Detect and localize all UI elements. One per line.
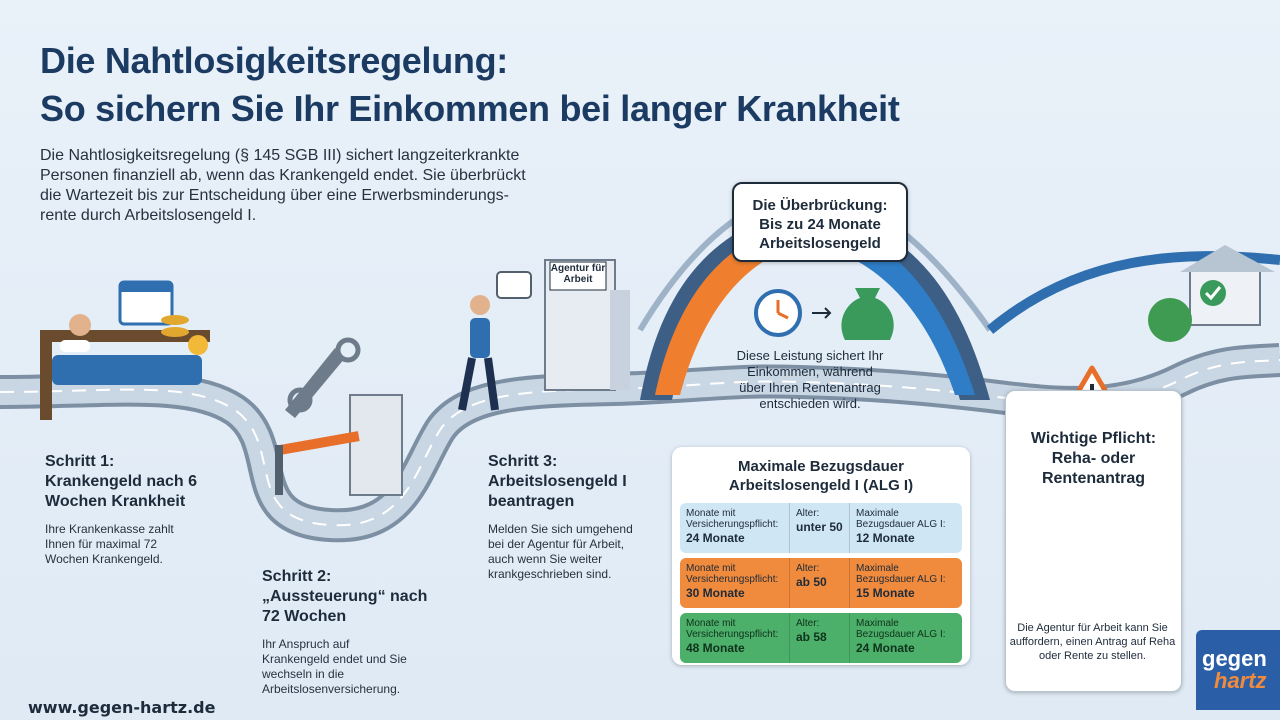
table-cell: Maximale Bezugsdauer ALG I: 12 Monate <box>850 503 962 553</box>
agency-scene <box>458 259 630 411</box>
bridge-subtitle: Bis zu 24 Monate Arbeitslosengeld <box>759 216 881 252</box>
shape <box>335 337 361 363</box>
title: So sichern Sie Ihr Einkommen bei langer … <box>40 88 900 129</box>
gate-scene <box>275 337 403 496</box>
cell-value: 12 Monate <box>856 531 915 545</box>
step-text: Ihr Anspruch auf Krankengeld endet und S… <box>262 637 407 696</box>
shape <box>161 315 189 325</box>
table-row: Monate mit Versicherungspflicht: 24 Monat… <box>680 503 962 553</box>
step: Schritt 1: Krankengeld nach 6 Wochen Kran… <box>45 452 220 567</box>
table-cell: Maximale Bezugsdauer ALG I: 24 Monate <box>850 613 962 663</box>
shape <box>776 300 789 320</box>
cell-value: ab 58 <box>796 630 827 644</box>
footer-url: www.gegen-hartz.de <box>28 698 216 717</box>
cell-value: 30 Monate <box>686 586 745 600</box>
bridge-text: Diese Leistung sichert Ihr Einkommen, wä… <box>736 348 884 411</box>
warning-subtitle: Reha- oder Rentenantrag <box>1041 450 1146 487</box>
intro-line: rente durch Arbeitslosengeld I. <box>40 207 257 224</box>
table-cell: Monate mit Versicherungspflicht: 24 Monat… <box>680 503 790 553</box>
cell-label: Alter: <box>796 618 820 629</box>
shape <box>655 232 775 395</box>
warning-title: Wichtige Pflicht: <box>1030 430 1157 447</box>
shape <box>1204 286 1222 301</box>
step-title: „Aussteuerung“ nach 72 Wochen <box>262 588 428 625</box>
table-row: Monate mit Versicherungspflicht: 30 Monat… <box>680 558 962 608</box>
shape <box>812 307 832 319</box>
agency-sign: Agentur für Arbeit <box>550 263 606 285</box>
table-row: Monate mit Versicherungspflicht: 48 Monat… <box>680 613 962 663</box>
shape <box>549 261 607 291</box>
step-text: Melden Sie sich umgehend bei der Agentur… <box>488 522 633 581</box>
cell-value: 15 Monate <box>856 586 915 600</box>
table-cell: Alter: ab 58 <box>790 613 850 663</box>
table-cell: Alter: unter 50 <box>790 503 850 553</box>
cell-value: unter 50 <box>796 520 843 534</box>
table-cell: Alter: ab 50 <box>790 558 850 608</box>
cell-label: Monate mit Versicherungspflicht: <box>686 508 779 530</box>
table: Maximale Bezugsdauer Arbeitslosengeld I … <box>672 447 970 665</box>
warning-box: Wichtige Pflicht: Reha- oder Rentenantra… <box>1005 390 1182 692</box>
shape <box>1200 280 1226 306</box>
shape <box>161 327 189 337</box>
shape <box>841 288 894 340</box>
shape <box>470 295 490 315</box>
table-cell: Monate mit Versicherungspflicht: 48 Monat… <box>680 613 790 663</box>
shape <box>279 431 360 455</box>
shape <box>458 357 499 411</box>
shape <box>610 290 630 390</box>
shape <box>285 348 345 418</box>
step-text: Ihre Krankenkasse zahlt Ihnen für maxima… <box>45 522 174 566</box>
shape <box>287 387 313 413</box>
shape <box>1148 298 1192 342</box>
shape <box>40 330 52 420</box>
bed-scene <box>40 280 210 420</box>
shape <box>1180 245 1275 272</box>
shape <box>275 445 283 495</box>
step: Schritt 2: „Aussteuerung“ nach 72 Wochen I… <box>262 567 440 697</box>
intro-line: die Wartezeit bis zur Entscheidung über … <box>40 187 509 204</box>
cell-value: 24 Monate <box>856 641 915 655</box>
cell-label: Maximale Bezugsdauer ALG I: <box>856 508 946 530</box>
intro-line: Personen finanziell ab, wenn das Kranken… <box>40 167 526 184</box>
cell-value: 48 Monate <box>686 641 745 655</box>
step-title: Arbeitslosengeld I beantragen <box>488 473 627 510</box>
shape <box>52 355 202 385</box>
step-title: Krankengeld nach 6 Wochen Krankheit <box>45 473 198 510</box>
table-cell: Maximale Bezugsdauer ALG I: 15 Monate <box>850 558 962 608</box>
cell-value: ab 50 <box>796 575 827 589</box>
title: Die Nahtlosigkeitsregelung: <box>40 40 508 81</box>
shape <box>69 314 91 336</box>
bridge-box: Die Überbrückung: Bis zu 24 Monate Arbei… <box>732 182 908 262</box>
step-label: Schritt 3: <box>488 453 558 470</box>
cell-label: Monate mit Versicherungspflicht: <box>686 618 779 640</box>
house <box>1148 245 1275 342</box>
cell-label: Maximale Bezugsdauer ALG I: <box>856 618 946 640</box>
shape <box>349 394 403 496</box>
shape <box>188 335 208 355</box>
cell-label: Maximale Bezugsdauer ALG I: <box>856 563 946 585</box>
shape <box>60 340 90 352</box>
shape <box>845 232 975 395</box>
table-title: Maximale Bezugsdauer Arbeitslosengeld I … <box>728 458 914 494</box>
cell-label: Monate mit Versicherungspflicht: <box>686 563 779 585</box>
shape <box>470 318 490 358</box>
cell-value: 24 Monate <box>686 531 745 545</box>
cell-label: Alter: <box>796 563 820 574</box>
logo-line1: gegen <box>1202 646 1267 671</box>
bridge-title: Die Überbrückung: <box>752 197 888 214</box>
cell-label: Alter: <box>796 508 820 519</box>
logo: gegen hartz <box>1196 630 1280 710</box>
shape <box>120 282 172 292</box>
bridge-icons <box>754 288 894 340</box>
step: Schritt 3: Arbeitslosengeld I beantragen M… <box>488 452 648 582</box>
shape <box>496 271 532 299</box>
step-label: Schritt 1: <box>45 453 115 470</box>
logo-line2: hartz <box>1214 668 1267 693</box>
step-label: Schritt 2: <box>262 568 332 585</box>
warning-text: Die Agentur für Arbeit kann Sie aufforde… <box>1009 622 1176 662</box>
intro-line: Die Nahtlosigkeitsregelung (§ 145 SGB II… <box>40 147 520 164</box>
table-cell: Monate mit Versicherungspflicht: 30 Monat… <box>680 558 790 608</box>
intro: Die Nahtlosigkeitsregelung (§ 145 SGB II… <box>40 146 526 226</box>
